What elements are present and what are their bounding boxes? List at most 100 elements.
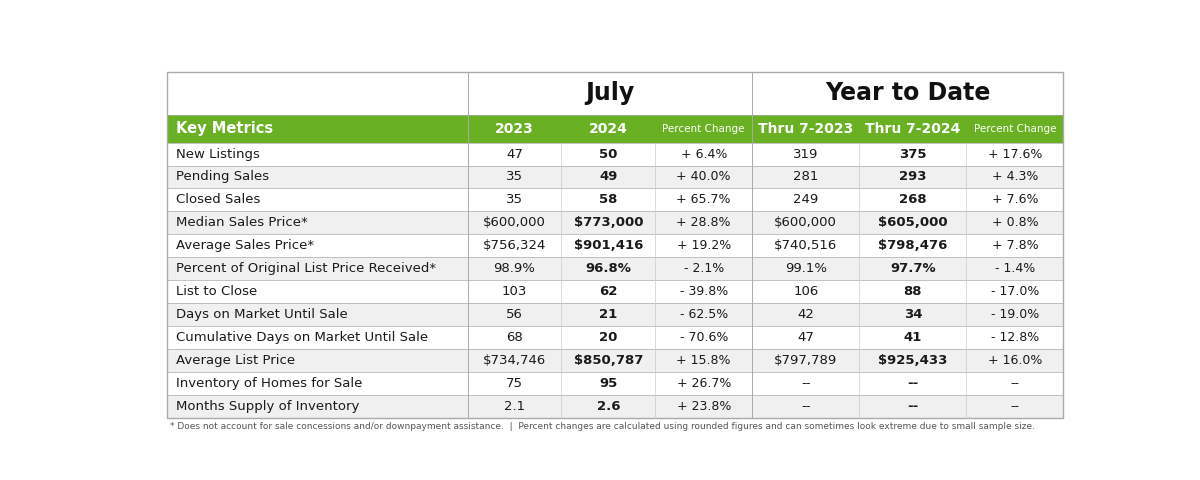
Bar [167,211,1063,234]
Text: + 65.7%: + 65.7% [677,193,731,206]
Text: Key Metrics: Key Metrics [176,121,274,136]
Text: - 1.4%: - 1.4% [995,262,1034,275]
Text: --: -- [1010,400,1019,413]
Text: 99.1%: 99.1% [785,262,827,275]
Text: $925,433: $925,433 [878,354,948,367]
Text: Average List Price: Average List Price [176,354,295,367]
Text: $901,416: $901,416 [574,239,643,252]
Text: 68: 68 [506,331,523,344]
Text: + 19.2%: + 19.2% [677,239,731,252]
Text: Cumulative Days on Market Until Sale: Cumulative Days on Market Until Sale [176,331,428,344]
Text: $600,000: $600,000 [484,216,546,229]
Text: + 4.3%: + 4.3% [991,170,1038,183]
Text: $773,000: $773,000 [574,216,643,229]
Text: + 7.8%: + 7.8% [991,239,1038,252]
Text: Average Sales Price*: Average Sales Price* [176,239,314,252]
Text: $605,000: $605,000 [878,216,948,229]
Text: July: July [586,81,635,105]
Text: --: -- [800,377,810,390]
Text: + 16.0%: + 16.0% [988,354,1042,367]
Text: + 28.8%: + 28.8% [677,216,731,229]
Text: 103: 103 [502,285,527,298]
Bar [167,303,1063,326]
Bar [167,326,1063,349]
Text: 35: 35 [506,193,523,206]
Text: Year to Date: Year to Date [826,81,990,105]
Text: 75: 75 [506,377,523,390]
Text: + 26.7%: + 26.7% [677,377,731,390]
Text: 21: 21 [599,308,618,321]
Text: 2.6: 2.6 [596,400,620,413]
Text: List to Close: List to Close [176,285,257,298]
Text: Pending Sales: Pending Sales [176,170,269,183]
Text: 97.7%: 97.7% [890,262,936,275]
Text: 42: 42 [797,308,814,321]
Text: Percent Change: Percent Change [662,124,745,134]
Text: 2.1: 2.1 [504,400,526,413]
Text: 319: 319 [793,147,818,161]
Text: Percent of Original List Price Received*: Percent of Original List Price Received* [176,262,436,275]
Text: 268: 268 [899,193,926,206]
Text: Thru 7-2023: Thru 7-2023 [758,122,853,136]
Text: - 62.5%: - 62.5% [679,308,728,321]
Text: - 39.8%: - 39.8% [679,285,728,298]
Bar [167,280,1063,303]
Text: New Listings: New Listings [176,147,260,161]
Text: - 12.8%: - 12.8% [991,331,1039,344]
Text: 49: 49 [599,170,618,183]
Text: $600,000: $600,000 [774,216,838,229]
Text: $798,476: $798,476 [878,239,948,252]
Bar [167,166,1063,189]
Text: 50: 50 [599,147,618,161]
Text: - 70.6%: - 70.6% [679,331,728,344]
Text: --: -- [800,400,810,413]
Text: + 15.8%: + 15.8% [677,354,731,367]
Text: --: -- [907,400,918,413]
Text: Closed Sales: Closed Sales [176,193,260,206]
Text: 281: 281 [793,170,818,183]
Bar [167,257,1063,280]
Bar [167,189,1063,211]
Text: Percent Change: Percent Change [973,124,1056,134]
Text: - 2.1%: - 2.1% [684,262,724,275]
Text: + 23.8%: + 23.8% [677,400,731,413]
Text: 375: 375 [899,147,926,161]
Text: + 7.6%: + 7.6% [991,193,1038,206]
Bar [167,115,1063,143]
Bar [167,349,1063,372]
Text: 2024: 2024 [589,122,628,136]
Bar [167,372,1063,395]
Text: 249: 249 [793,193,818,206]
Text: $740,516: $740,516 [774,239,838,252]
Text: 41: 41 [904,331,922,344]
Text: + 17.6%: + 17.6% [988,147,1042,161]
Text: 62: 62 [599,285,618,298]
Text: 98.9%: 98.9% [493,262,535,275]
Text: 2023: 2023 [496,122,534,136]
Text: Months Supply of Inventory: Months Supply of Inventory [176,400,360,413]
Text: $756,324: $756,324 [482,239,546,252]
Text: $797,789: $797,789 [774,354,838,367]
Text: 88: 88 [904,285,922,298]
Text: Inventory of Homes for Sale: Inventory of Homes for Sale [176,377,362,390]
Text: + 40.0%: + 40.0% [677,170,731,183]
Text: - 17.0%: - 17.0% [991,285,1039,298]
Text: Thru 7-2024: Thru 7-2024 [865,122,960,136]
Bar [167,234,1063,257]
Text: 47: 47 [797,331,814,344]
Text: + 6.4%: + 6.4% [680,147,727,161]
Text: 20: 20 [599,331,618,344]
Text: 56: 56 [506,308,523,321]
Text: 35: 35 [506,170,523,183]
Text: 47: 47 [506,147,523,161]
Text: --: -- [907,377,918,390]
Text: 34: 34 [904,308,922,321]
Text: 96.8%: 96.8% [586,262,631,275]
Text: * Does not account for sale concessions and/or downpayment assistance.  |  Perce: * Does not account for sale concessions … [169,422,1034,431]
Text: $734,746: $734,746 [482,354,546,367]
Text: Days on Market Until Sale: Days on Market Until Sale [176,308,348,321]
Bar [167,395,1063,418]
Bar [167,143,1063,166]
Text: 58: 58 [599,193,618,206]
Text: 95: 95 [599,377,618,390]
